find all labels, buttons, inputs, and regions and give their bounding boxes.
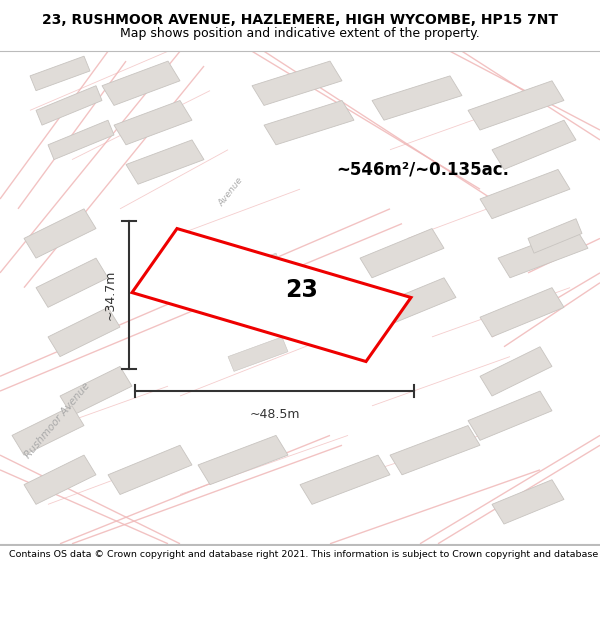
Polygon shape: [48, 308, 120, 357]
Text: ~546m²/~0.135ac.: ~546m²/~0.135ac.: [336, 161, 509, 179]
Text: 23: 23: [285, 278, 318, 302]
Polygon shape: [498, 229, 588, 278]
Text: Map shows position and indicative extent of the property.: Map shows position and indicative extent…: [120, 27, 480, 40]
Polygon shape: [252, 61, 342, 106]
Polygon shape: [492, 120, 576, 169]
Polygon shape: [132, 229, 411, 361]
Polygon shape: [36, 258, 108, 308]
Polygon shape: [222, 253, 282, 288]
Text: ~48.5m: ~48.5m: [249, 408, 300, 421]
Polygon shape: [12, 406, 84, 455]
Polygon shape: [480, 288, 564, 337]
Polygon shape: [468, 391, 552, 441]
Polygon shape: [198, 436, 288, 484]
Text: Contains OS data © Crown copyright and database right 2021. This information is : Contains OS data © Crown copyright and d…: [9, 550, 600, 559]
Polygon shape: [126, 140, 204, 184]
Polygon shape: [60, 366, 132, 416]
Text: 23, RUSHMOOR AVENUE, HAZLEMERE, HIGH WYCOMBE, HP15 7NT: 23, RUSHMOOR AVENUE, HAZLEMERE, HIGH WYC…: [42, 12, 558, 27]
Text: Avenue: Avenue: [217, 176, 245, 208]
Polygon shape: [372, 76, 462, 120]
Polygon shape: [48, 120, 114, 159]
Polygon shape: [492, 480, 564, 524]
Polygon shape: [468, 81, 564, 130]
Polygon shape: [228, 337, 288, 371]
Polygon shape: [480, 347, 552, 396]
Polygon shape: [528, 219, 582, 253]
Polygon shape: [264, 101, 354, 145]
Polygon shape: [480, 169, 570, 219]
Polygon shape: [108, 445, 192, 494]
Polygon shape: [258, 298, 318, 332]
Polygon shape: [30, 56, 90, 91]
Polygon shape: [36, 86, 102, 125]
Polygon shape: [390, 426, 480, 475]
Polygon shape: [360, 229, 444, 278]
Polygon shape: [300, 455, 390, 504]
Polygon shape: [114, 101, 192, 145]
Polygon shape: [24, 455, 96, 504]
Polygon shape: [102, 61, 180, 106]
Text: Rushmoor Avenue: Rushmoor Avenue: [22, 381, 92, 461]
Text: ~34.7m: ~34.7m: [103, 270, 116, 320]
Polygon shape: [24, 209, 96, 258]
Polygon shape: [372, 278, 456, 327]
